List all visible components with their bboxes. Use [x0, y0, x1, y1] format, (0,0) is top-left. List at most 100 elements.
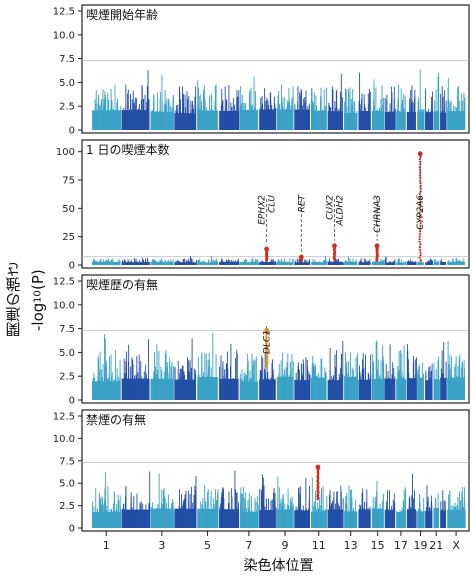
snp-stack	[228, 259, 229, 265]
snp-stack	[267, 261, 269, 265]
snp-stack	[153, 111, 155, 130]
snp-stack	[364, 104, 366, 130]
snp-stack	[384, 259, 386, 265]
snp-stack	[324, 379, 326, 400]
snp-stack	[261, 489, 263, 528]
snp-stack	[266, 359, 268, 400]
snp-stack	[325, 372, 326, 400]
snp-stack	[253, 76, 255, 130]
snp-stack	[297, 108, 299, 130]
snp-stack	[434, 497, 436, 528]
snp-stack	[145, 373, 147, 400]
snp-stack	[213, 378, 215, 400]
snp-stack	[208, 107, 210, 130]
snp-stack	[103, 334, 105, 400]
snp-stack	[257, 259, 259, 265]
snp-stack	[187, 357, 188, 400]
snp-stack	[215, 489, 216, 528]
snp-stack	[376, 260, 378, 265]
snp-stack	[187, 260, 189, 265]
snp-stack	[369, 91, 371, 130]
snp-stack	[179, 368, 181, 400]
snp-stack	[253, 261, 255, 265]
snp-stack	[123, 358, 125, 400]
snp-stack	[222, 488, 224, 528]
snp-stack	[189, 261, 191, 265]
snp-stack	[329, 107, 331, 130]
snp-stack	[396, 510, 398, 528]
snp-stack	[330, 261, 332, 265]
snp-stack	[100, 260, 102, 265]
snp-stack	[436, 261, 438, 265]
snp-stack	[441, 109, 443, 130]
snp-stack	[204, 352, 206, 400]
snp-stack	[145, 258, 147, 265]
snp-stack	[96, 261, 98, 265]
snp-stack	[95, 488, 97, 528]
snp-stack	[398, 259, 400, 265]
hit-point	[419, 227, 422, 230]
snp-stack	[160, 379, 162, 400]
snp-stack	[157, 369, 159, 400]
snp-stack	[438, 380, 440, 400]
snp-stack	[311, 88, 313, 130]
snp-stack	[364, 258, 366, 265]
snp-stack	[359, 376, 361, 400]
snp-stack	[440, 377, 442, 400]
snp-stack	[176, 108, 178, 130]
snp-stack	[211, 255, 212, 265]
snp-stack	[426, 111, 428, 130]
snp-stack	[122, 262, 124, 265]
snp-stack	[156, 92, 158, 130]
snp-stack	[244, 492, 246, 528]
snp-stack	[265, 510, 267, 528]
snp-stack	[320, 358, 322, 400]
snp-stack	[320, 262, 322, 265]
snp-stack	[461, 260, 463, 265]
snp-stack	[202, 497, 204, 528]
snp-stack	[200, 94, 202, 130]
snp-stack	[127, 89, 129, 130]
snp-stack	[163, 103, 165, 130]
snp-stack	[193, 509, 195, 528]
snp-stack	[244, 103, 246, 130]
snp-stack	[237, 261, 239, 265]
snp-stack	[281, 102, 283, 130]
snp-stack	[264, 506, 266, 528]
snp-stack	[295, 506, 297, 528]
snp-stack	[356, 352, 358, 400]
snp-stack	[342, 498, 344, 528]
snp-stack	[334, 108, 336, 130]
snp-stack	[415, 379, 417, 400]
chromosome-band	[396, 262, 406, 265]
snp-stack	[459, 354, 461, 400]
snp-stack	[117, 494, 119, 528]
snp-stack	[212, 332, 214, 400]
snp-stack	[305, 507, 307, 528]
snp-stack	[429, 366, 431, 400]
x-tick-label: 17	[394, 539, 408, 552]
snp-stack	[278, 260, 280, 265]
snp-stack	[313, 103, 315, 130]
snp-stack	[456, 108, 458, 130]
snp-stack	[192, 502, 194, 528]
snp-stack	[315, 375, 317, 400]
snp-stack	[413, 376, 415, 400]
snp-stack	[340, 485, 342, 528]
snp-stack	[409, 262, 411, 265]
snp-stack	[420, 510, 422, 528]
hit-point	[418, 168, 422, 172]
snp-stack	[266, 498, 267, 528]
snp-stack	[445, 100, 447, 130]
snp-stack	[201, 378, 203, 400]
snp-stack	[244, 262, 246, 265]
snp-stack	[190, 486, 192, 528]
snp-stack	[234, 379, 236, 400]
snp-stack	[232, 98, 234, 130]
snp-stack	[428, 367, 430, 400]
snp-stack	[292, 259, 293, 265]
hit-point	[418, 248, 422, 251]
snp-stack	[412, 379, 414, 400]
snp-stack	[317, 509, 319, 528]
snp-stack	[187, 490, 189, 528]
